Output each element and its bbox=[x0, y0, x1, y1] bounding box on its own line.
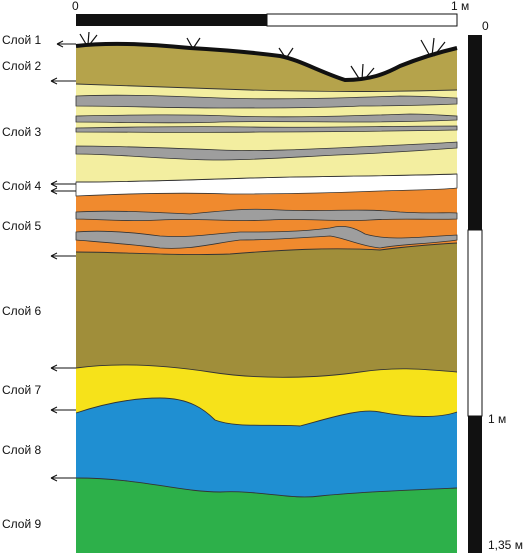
layer-label-9: Слой 9 bbox=[2, 517, 42, 531]
layer-label-3: Слой 3 bbox=[2, 125, 42, 139]
layer-label-6: Слой 6 bbox=[2, 304, 42, 318]
right-scale-black-segment-bottom bbox=[468, 416, 482, 553]
arrow-layer-4-top bbox=[50, 180, 76, 188]
right-scale-white-segment bbox=[467, 229, 483, 417]
section-layers bbox=[75, 31, 458, 553]
boundary-2-3 bbox=[75, 83, 458, 92]
boundary-6-7 bbox=[75, 364, 458, 378]
boundary-5-6 bbox=[75, 242, 458, 255]
layer-8-blue bbox=[76, 398, 457, 497]
layer-label-4: Слой 4 bbox=[2, 179, 42, 193]
right-scale-middle-label: 1 м bbox=[488, 412, 506, 426]
arrow-layer-7 bbox=[50, 406, 76, 414]
grass-tuft-1 bbox=[79, 31, 98, 45]
right-scale-bar: 0 1 м 1,35 м bbox=[467, 19, 523, 553]
layer-3-grey-band-3 bbox=[75, 125, 458, 133]
layer-label-8: Слой 8 bbox=[2, 443, 42, 457]
arrow-layer-5 bbox=[50, 252, 76, 260]
top-scale-white-segment bbox=[266, 13, 458, 27]
right-scale-bottom-label: 1,35 м bbox=[488, 538, 523, 552]
right-scale-black-segment-top bbox=[468, 35, 482, 230]
top-scale-start-label: 0 bbox=[72, 0, 79, 13]
top-scale-black-segment bbox=[76, 14, 267, 26]
layer-3-grey-band-2 bbox=[75, 113, 458, 124]
layer-6-olive bbox=[76, 243, 457, 378]
layer-labels: Слой 1 Слой 2 Слой 3 Слой 4 Слой 5 Слой … bbox=[2, 33, 76, 531]
arrow-layer-6 bbox=[50, 364, 76, 372]
grass-tuft-3 bbox=[278, 47, 294, 58]
boundary-8-9 bbox=[75, 477, 458, 498]
right-scale-top-label: 0 bbox=[482, 19, 489, 33]
layer-1-surface-crust bbox=[75, 41, 458, 83]
top-scale-end-label: 1 м bbox=[451, 0, 469, 13]
layer-9-green bbox=[76, 478, 457, 553]
top-scale-bar: 0 1 м bbox=[72, 0, 469, 27]
grass-tuft-5 bbox=[420, 37, 446, 57]
arrow-layer-8 bbox=[50, 474, 76, 482]
grass-tuft-4 bbox=[350, 63, 375, 81]
layer-7-yellow bbox=[76, 365, 457, 426]
layer-3-grey-band-1 bbox=[75, 94, 458, 109]
grass-tufts bbox=[79, 31, 446, 81]
layer-3-grey-band-4 bbox=[75, 141, 458, 161]
boundary-7-8 bbox=[75, 397, 458, 427]
layer-label-1: Слой 1 bbox=[2, 33, 42, 47]
layer-label-2: Слой 2 bbox=[2, 59, 42, 73]
boundary-3-4 bbox=[75, 173, 458, 183]
layer-label-7: Слой 7 bbox=[2, 383, 42, 397]
layer-5-grey-lens-2 bbox=[75, 226, 458, 249]
grass-tuft-2 bbox=[186, 37, 201, 48]
arrow-layer-2 bbox=[50, 77, 76, 85]
arrow-layer-1 bbox=[56, 40, 76, 48]
layer-5-grey-lens-1 bbox=[75, 208, 458, 222]
arrow-layer-4-bottom bbox=[50, 187, 76, 195]
layer-label-5: Слой 5 bbox=[2, 219, 42, 233]
